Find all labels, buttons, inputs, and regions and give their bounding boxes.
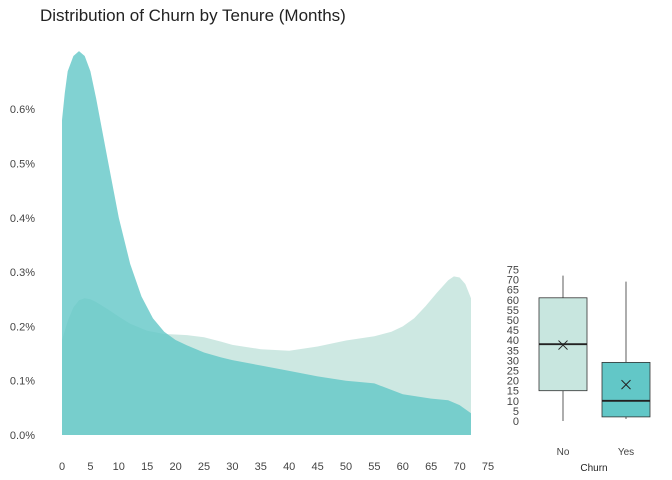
box-y-tick-label: 30 [507,355,519,367]
box-mean-marker-yes [621,379,631,390]
x-tick-label: 45 [311,461,323,473]
x-tick-label: 5 [87,461,93,473]
box-category-label: No [557,447,570,458]
y-tick-label: 0.5% [10,159,35,171]
x-tick-label: 70 [453,461,465,473]
box-y-tick-label: 0 [513,416,519,428]
box-yes [601,361,651,418]
box-y-tick-label: 45 [507,325,519,337]
box-y-tick-label: 60 [507,295,519,307]
box-y-tick-label: 10 [507,396,519,408]
box-y-tick-label: 35 [507,345,519,357]
box-y-tick-label: 50 [507,315,519,327]
box-y-tick-label: 20 [507,376,519,388]
x-tick-label: 40 [283,461,295,473]
box-x-axis-label: Churn [580,463,607,474]
y-tick-label: 0.4% [10,213,35,225]
x-tick-label: 30 [226,461,238,473]
x-tick-label: 75 [482,461,494,473]
box-y-tick-label: 55 [507,305,519,317]
box-y-tick-label: 65 [507,285,519,297]
x-tick-label: 25 [198,461,210,473]
x-tick-label: 20 [169,461,181,473]
x-tick-label: 50 [340,461,352,473]
density-area-1 [62,51,471,435]
box-y-tick-label: 40 [507,335,519,347]
box-y-tick-label: 75 [507,265,519,277]
box-category-label: Yes [618,447,634,458]
box-y-tick-label: 70 [507,275,519,287]
y-tick-label: 0.3% [10,267,35,279]
box-mean-marker-no [558,340,568,350]
x-tick-label: 10 [113,461,125,473]
density-chart: 0.0% 0.1% 0.2% 0.3% 0.4% 0.5% 0.6% 0 5 10 15 20 25 30… [10,51,494,473]
x-tick-label: 65 [425,461,437,473]
box-y-tick-label: 5 [513,406,519,418]
y-tick-label: 0.6% [10,104,35,116]
y-tick-label: 0.2% [10,321,35,333]
y-tick-label: 0.1% [10,376,35,388]
box-y-tick-label: 25 [507,366,519,378]
y-tick-label: 0.0% [10,430,35,442]
chart-title: Distribution of Churn by Tenure (Months) [40,6,346,25]
x-tick-label: 60 [397,461,409,473]
x-tick-label: 35 [255,461,267,473]
box-y-tick-label: 15 [507,386,519,398]
x-tick-label: 15 [141,461,153,473]
x-tick-label: 55 [368,461,380,473]
x-tick-label: 0 [59,461,65,473]
